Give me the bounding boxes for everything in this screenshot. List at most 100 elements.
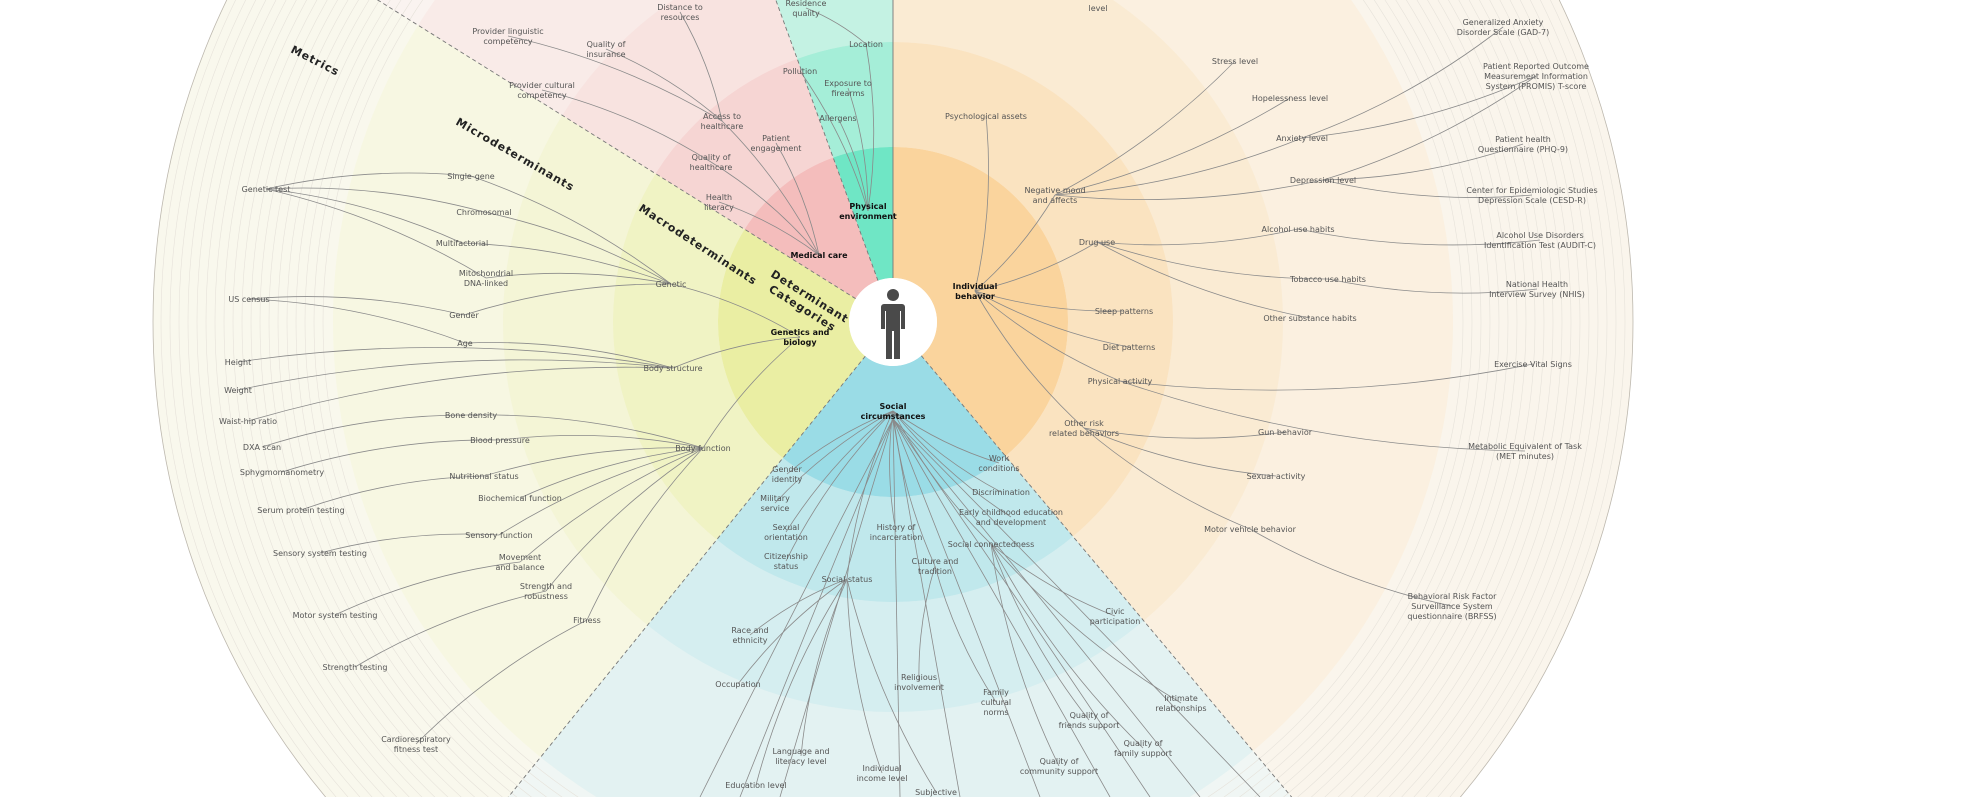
node-sleep-line: Sleep patterns	[1095, 307, 1153, 316]
node-bp: Blood pressure	[470, 436, 530, 445]
sector-backgrounds	[153, 0, 1633, 797]
node-stress-line: Stress level	[1212, 57, 1258, 66]
node-intimate-line: Intimate	[1164, 694, 1198, 703]
node-dxa-line: DXA scan	[243, 443, 281, 452]
node-incarceration-line: History of	[877, 523, 916, 532]
sector-medical-band-4	[744, 157, 878, 299]
node-height-line: Height	[225, 358, 251, 367]
link-anxiety-to-neg_mood	[1054, 137, 1303, 196]
node-labels: Distance to resources Residence quality leve…	[219, 0, 1598, 797]
metric-ring	[178, 0, 1608, 797]
outer-metric-rings	[152, 0, 1634, 797]
link-gun-to-other_risk	[1083, 427, 1286, 439]
node-brfss-line: Behavioral Risk Factor	[1408, 592, 1498, 601]
link-audit-to-alcohol	[1297, 228, 1541, 246]
node-diet: Diet patterns	[1103, 343, 1156, 352]
node-hopeless: Hopelessness level	[1252, 94, 1328, 103]
node-occupation: Occupation	[715, 680, 760, 689]
node-race-line: Race and	[731, 626, 768, 635]
node-genetic: Genetic	[656, 280, 687, 289]
node-sexual-line: Sexual activity	[1247, 472, 1306, 481]
node-gender: Gender	[449, 311, 479, 320]
metric-ring	[232, 0, 1554, 797]
metric-ring	[214, 0, 1572, 797]
category-medical: Medical care	[790, 251, 848, 260]
node-social-status-line: Social status	[822, 575, 873, 584]
node-income-line: income level	[857, 774, 908, 783]
category-individual-line: behavior	[955, 292, 995, 301]
sector-genetics-band-1	[332, 25, 648, 758]
node-residence: Residence quality	[786, 0, 827, 18]
node-civic: Civic participation	[1090, 607, 1141, 626]
node-anxiety-line: Anxiety level	[1276, 134, 1328, 143]
node-sex-orient-line: Sexual	[773, 523, 800, 532]
node-motor: Motor vehicle behavior	[1204, 525, 1297, 534]
metric-ring	[268, 0, 1518, 797]
metric-ring	[295, 0, 1491, 797]
link-biochem-to-body_func	[519, 447, 704, 499]
node-body-func: Body function	[675, 444, 730, 453]
metric-ring	[187, 0, 1599, 797]
metric-ring	[223, 0, 1563, 797]
node-promis: Patient Reported Outcome Measurement Info…	[1483, 62, 1589, 91]
node-mito: Mitochondrial DNA-linked	[459, 269, 513, 288]
node-lang-lit-line: literacy level	[775, 757, 826, 766]
node-sex-orient-line: orientation	[764, 533, 808, 542]
node-bp-line: Blood pressure	[470, 436, 530, 445]
link-dxa-to-bone	[261, 414, 472, 448]
link-military-to-social	[774, 410, 894, 504]
link-social-extra-5	[892, 418, 1041, 797]
category-genetics-line: Genetics and	[771, 328, 830, 337]
link-chromosomal-to-genetic	[483, 211, 672, 285]
node-social-conn: Social connectedness	[948, 540, 1034, 549]
node-chromosomal-line: Chromosomal	[456, 208, 511, 217]
node-movement: Movement and balance	[495, 553, 544, 572]
node-sex-orient: Sexual orientation	[764, 523, 808, 542]
link-firearms-to-physical	[847, 87, 869, 212]
link-sex_orient-to-social	[785, 410, 894, 533]
node-prov-ling-line: competency	[483, 37, 533, 46]
node-phq9-line: Patient health	[1495, 135, 1551, 144]
sector-genetics-band-2	[503, 115, 717, 626]
link-health_lit-to-medical	[718, 201, 820, 256]
node-early-child-line: Early childhood education	[959, 508, 1063, 517]
divider-genetics	[507, 355, 866, 797]
link-genetic_test-to-mito	[265, 188, 487, 279]
link-social_status-to-social	[846, 410, 894, 580]
node-bone: Bone density	[445, 411, 498, 420]
link-tobacco-to-drug	[1096, 241, 1329, 280]
node-promis-line: System (PROMIS) T-score	[1486, 82, 1587, 91]
link-us_census-to-age	[248, 298, 466, 344]
sector-medical-band-2	[562, 0, 798, 174]
link-friends-to-social_conn	[990, 543, 1090, 721]
link-cardio-to-fitness	[415, 619, 588, 745]
node-strength-test: Strength testing	[323, 663, 388, 672]
node-strength-line: Strength and	[520, 582, 572, 591]
link-income-to-social_status	[846, 578, 883, 774]
node-biochem-line: Biochemical function	[478, 494, 562, 503]
node-culture-line: Culture and	[912, 557, 959, 566]
connector-lines	[237, 7, 1541, 797]
node-distance-line: resources	[661, 13, 700, 22]
node-cesd-line: Center for Epidemiologic Studies	[1466, 186, 1597, 195]
link-social-extra-2	[779, 418, 894, 797]
node-nutr-line: Nutritional status	[449, 472, 518, 481]
node-weight: Weight	[224, 386, 252, 395]
link-work-to-social	[892, 410, 1000, 464]
link-multifactorial-to-genetic	[461, 242, 672, 285]
node-phq9-line: Questionnaire (PHQ-9)	[1478, 145, 1568, 154]
link-fitness-to-body_func	[586, 447, 704, 621]
link-gad7-to-anxiety	[1301, 26, 1504, 139]
link-citizenship-to-social	[785, 410, 894, 562]
node-nhis-line: National Health	[1506, 280, 1568, 289]
node-community-line: community support	[1020, 767, 1098, 776]
node-social-conn-line: Social connectedness	[948, 540, 1034, 549]
node-psych-line: Psychological assets	[945, 112, 1027, 121]
link-depression-to-neg_mood	[1054, 179, 1324, 200]
node-distance: Distance to resources	[657, 3, 703, 22]
node-family-norms-line: Family	[983, 688, 1009, 697]
node-level-top-line: level	[1088, 4, 1107, 13]
node-citizenship: Citizenship status	[764, 552, 808, 571]
node-incarceration: History of incarceration	[870, 523, 923, 542]
link-prov_cult-to-qual_hc	[541, 89, 712, 163]
